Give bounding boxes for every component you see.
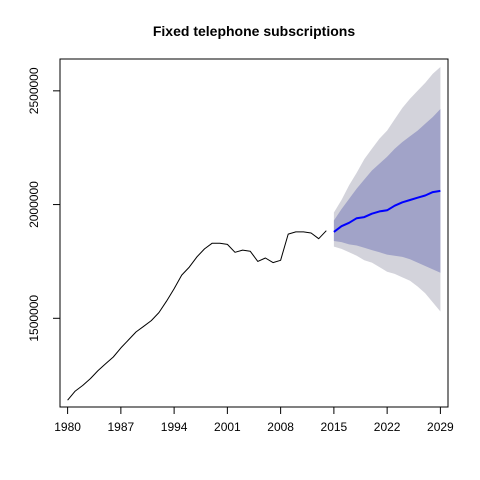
- x-tick-label: 2008: [267, 420, 294, 434]
- series-line-observed: [67, 230, 327, 401]
- y-tick-label: 1500000: [27, 295, 41, 342]
- x-axis: 1980 1987 1994 2001 2008 2015 2022 2029: [54, 406, 454, 434]
- confidence-band-1: [333, 109, 441, 273]
- series-lines: [67, 189, 441, 401]
- x-tick-label: 2015: [321, 420, 348, 434]
- chart-title: Fixed telephone subscriptions: [153, 23, 355, 39]
- x-tick-label: 1987: [108, 420, 135, 434]
- y-tick-label: 2000000: [27, 181, 41, 228]
- series-line-forecast: [333, 189, 441, 233]
- x-tick-label: 2001: [214, 420, 241, 434]
- x-tick-label: 1994: [161, 420, 188, 434]
- y-tick-label: 2500000: [27, 67, 41, 114]
- confidence-bands: [333, 67, 441, 312]
- y-axis: 1500000 2000000 2500000: [27, 67, 61, 342]
- x-tick-label: 2022: [374, 420, 401, 434]
- x-tick-label: 1980: [54, 420, 81, 434]
- x-tick-label: 2029: [427, 420, 454, 434]
